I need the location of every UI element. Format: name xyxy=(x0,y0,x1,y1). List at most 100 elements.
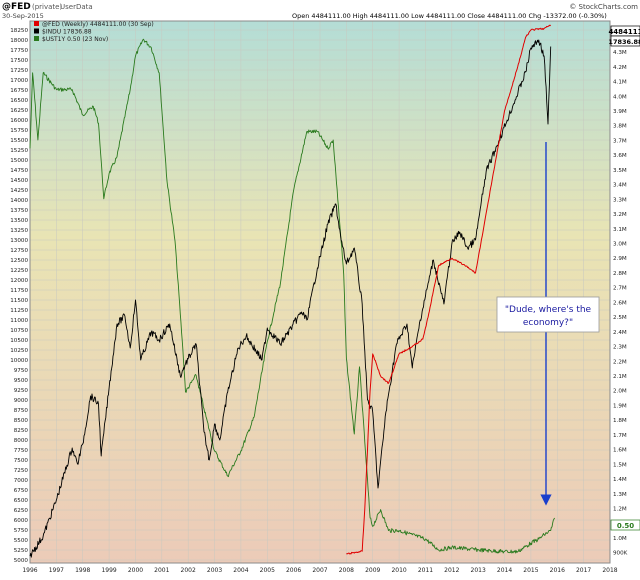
left-tick-label: 10750 xyxy=(10,328,28,334)
left-tick-label: 15750 xyxy=(10,128,28,134)
right-tick-label: 4.0M xyxy=(613,94,627,100)
right-tick-label: 1.2M xyxy=(613,506,627,512)
legend-swatch xyxy=(34,21,39,26)
left-tick-label: 6750 xyxy=(14,488,29,494)
series-line--ust1y xyxy=(29,38,555,554)
left-tick-label: 7750 xyxy=(14,448,29,454)
left-tick-label: 15000 xyxy=(10,158,28,164)
right-tick-label: 2.3M xyxy=(613,345,627,351)
x-tick-label: 2018 xyxy=(602,567,617,574)
left-tick-label: 14000 xyxy=(10,198,28,204)
right-tick-label: 2.5M xyxy=(613,315,627,321)
x-tick-label: 2017 xyxy=(576,567,591,574)
right-tick-label: 3.2M xyxy=(613,212,627,218)
header-date: 30-Sep-2015 xyxy=(2,12,44,20)
plot-border xyxy=(29,20,611,564)
x-tick-label: 2005 xyxy=(260,567,275,574)
right-tick-label: 3.0M xyxy=(613,241,627,247)
right-tick-label: 2.1M xyxy=(613,374,627,380)
left-tick-label: 9000 xyxy=(14,398,29,404)
left-tick-label: 9750 xyxy=(14,368,29,374)
left-tick-label: 6500 xyxy=(14,498,29,504)
left-tick-label: 9250 xyxy=(14,388,29,394)
left-tick-label: 14750 xyxy=(10,168,28,174)
right-tick-label: 1.7M xyxy=(613,433,627,439)
left-tick-label: 12500 xyxy=(10,258,28,264)
x-tick-label: 2010 xyxy=(391,567,406,574)
right-tick-label: 4.3M xyxy=(613,50,627,56)
right-tick-label: 2.2M xyxy=(613,359,627,365)
right-tick-label: 3.1M xyxy=(613,227,627,233)
left-tick-label: 5750 xyxy=(14,528,29,534)
series-layer xyxy=(29,24,555,558)
badge-fed-text: 4484111 xyxy=(608,28,640,36)
x-tick-label: 2012 xyxy=(444,567,459,574)
left-tick-label: 16250 xyxy=(10,108,28,114)
left-tick-label: 14500 xyxy=(10,178,28,184)
left-tick-label: 14250 xyxy=(10,188,28,194)
x-tick-label: 2011 xyxy=(418,567,433,574)
x-tick-label: 2002 xyxy=(181,567,196,574)
left-tick-label: 6250 xyxy=(14,508,29,514)
right-tick-label: 3.7M xyxy=(613,138,627,144)
right-tick-label: 2.4M xyxy=(613,330,627,336)
left-tick-label: 11000 xyxy=(10,318,28,324)
right-tick-label: 3.3M xyxy=(613,197,627,203)
left-tick-label: 13500 xyxy=(10,218,28,224)
x-tick-label: 2014 xyxy=(497,567,512,574)
right-tick-label: 1.8M xyxy=(613,418,627,424)
right-tick-label: 900K xyxy=(613,551,628,557)
right-tick-label: 1.4M xyxy=(613,477,627,483)
left-tick-label: 16500 xyxy=(10,98,28,104)
left-tick-label: 8000 xyxy=(14,438,29,444)
annotation-box xyxy=(496,296,600,333)
right-tick-label: 1.0M xyxy=(613,536,627,542)
badge-ust: 0.50 xyxy=(610,519,640,531)
left-tick-label: 13750 xyxy=(10,208,28,214)
grid xyxy=(29,21,611,563)
right-tick-label: 2.9M xyxy=(613,256,627,262)
badge-fed: 4484111 xyxy=(608,25,640,37)
right-tick-label: 1.3M xyxy=(613,492,627,498)
x-tick-label: 1996 xyxy=(22,567,37,574)
header-qualifier: (private) xyxy=(32,3,62,11)
left-tick-label: 17250 xyxy=(10,68,28,74)
left-tick-label: 11500 xyxy=(10,298,28,304)
legend-swatch xyxy=(34,28,39,34)
legend-label: @FED (Weekly) 4484111.00 (30 Sep) xyxy=(42,21,154,28)
right-tick-label: 4.2M xyxy=(613,65,627,71)
left-tick-label: 13000 xyxy=(10,238,28,244)
x-tick-label: 2000 xyxy=(128,567,143,574)
left-tick-label: 5500 xyxy=(14,538,29,544)
x-tick-label: 2006 xyxy=(286,567,301,574)
x-tick-label: 2003 xyxy=(207,567,222,574)
right-tick-label: 3.6M xyxy=(613,153,627,159)
left-tick-label: 15250 xyxy=(10,148,28,154)
left-tick-label: 12000 xyxy=(10,278,28,284)
left-tick-label: 5250 xyxy=(14,548,29,554)
left-tick-label: 7250 xyxy=(14,468,29,474)
right-tick-label: 2.6M xyxy=(613,300,627,306)
axes: 5000 5250 5500 5750 6000 6250 6500 6750 7000 7250… xyxy=(10,28,627,574)
legend-swatch xyxy=(34,36,39,41)
left-tick-label: 17750 xyxy=(10,48,28,54)
right-tick-label: 3.9M xyxy=(613,109,627,115)
left-tick-label: 13250 xyxy=(10,228,28,234)
x-tick-label: 2001 xyxy=(154,567,169,574)
left-tick-label: 10250 xyxy=(10,348,28,354)
x-tick-label: 2007 xyxy=(312,567,327,574)
series-line--fed-weekly- xyxy=(346,24,552,555)
x-tick-label: 2013 xyxy=(471,567,486,574)
header-source: UserData xyxy=(60,3,93,11)
left-tick-label: 10500 xyxy=(10,338,28,344)
left-tick-label: 11250 xyxy=(10,308,28,314)
legend-label: $UST1Y 0.50 (23 Nov) xyxy=(42,36,108,43)
series-line--indu xyxy=(29,39,552,558)
x-tick-label: 2016 xyxy=(550,567,565,574)
x-tick-label: 1998 xyxy=(75,567,90,574)
badge-ust-text: 0.50 xyxy=(617,522,634,530)
right-tick-label: 3.8M xyxy=(613,124,627,130)
left-tick-label: 16750 xyxy=(10,88,28,94)
